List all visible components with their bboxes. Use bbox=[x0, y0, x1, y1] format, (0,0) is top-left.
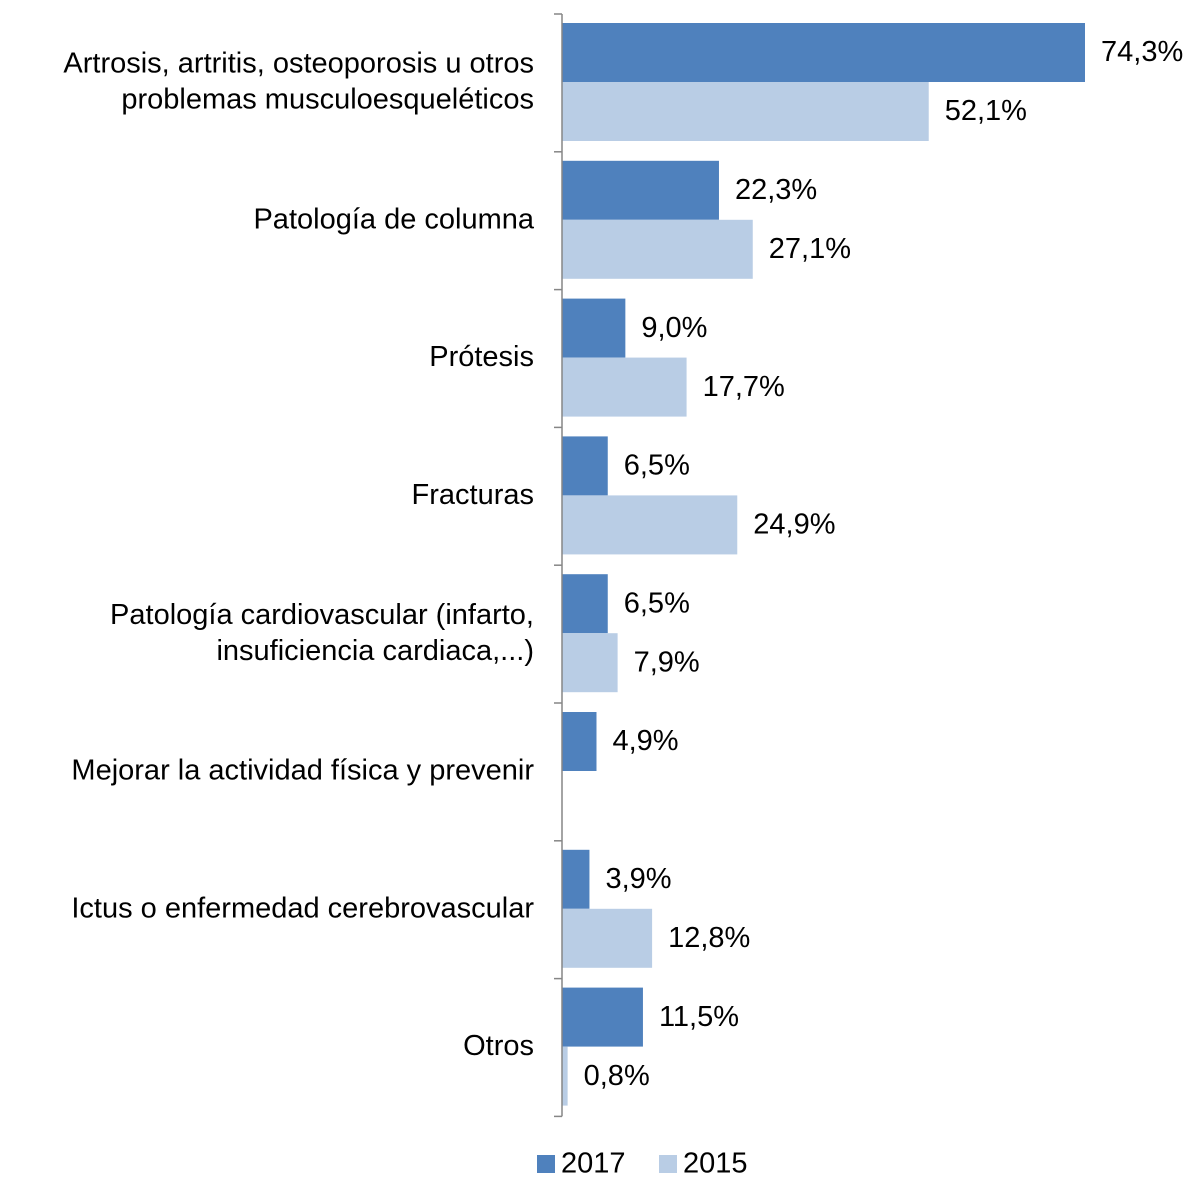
bar-2015-6 bbox=[562, 908, 653, 968]
value-label-2015-4: 7,9% bbox=[634, 646, 700, 678]
category-label-4-line-0: Patología cardiovascular (infarto, bbox=[110, 599, 534, 631]
bar-2017-4 bbox=[562, 574, 608, 634]
bar-2015-4 bbox=[562, 633, 618, 693]
bar-2015-3 bbox=[562, 495, 738, 555]
category-label-5-line-0: Mejorar la actividad física y prevenir bbox=[71, 755, 534, 787]
value-label-2015-7: 0,8% bbox=[584, 1060, 650, 1092]
category-axis bbox=[554, 13, 563, 1118]
legend-label-2017: 2017 bbox=[561, 1148, 626, 1180]
category-labels-layer: Artrosis, artritis, osteoporosis u otros… bbox=[63, 48, 534, 1063]
value-labels-layer: 74,3% 52,1% 22,3% 27,1% 9,0% 17,7% 6,5% 24,9% 6,… bbox=[584, 36, 1184, 1092]
bar-2017-7 bbox=[562, 987, 643, 1047]
bar-2017-0 bbox=[562, 23, 1085, 82]
legend-swatch-2015 bbox=[659, 1155, 677, 1173]
category-label-0-line-0: Artrosis, artritis, osteoporosis u otros bbox=[63, 48, 534, 80]
bar-2015-0 bbox=[562, 82, 929, 141]
bar-2017-6 bbox=[562, 849, 590, 909]
legend-label-2015: 2015 bbox=[683, 1148, 748, 1180]
category-label-7-line-0: Otros bbox=[463, 1030, 534, 1062]
bar-2017-2 bbox=[562, 298, 626, 358]
bar-2015-7 bbox=[562, 1046, 568, 1106]
value-label-2015-3: 24,9% bbox=[753, 509, 835, 541]
legend: 2017 2015 bbox=[537, 1148, 748, 1180]
category-label-0-line-1: problemas musculoesqueléticos bbox=[121, 84, 534, 116]
category-label-4-line-1: insuficiencia cardiaca,...) bbox=[216, 635, 534, 667]
value-label-2017-0: 74,3% bbox=[1101, 36, 1183, 68]
value-label-2017-6: 3,9% bbox=[605, 863, 671, 895]
value-label-2015-0: 52,1% bbox=[945, 95, 1027, 127]
value-label-2017-7: 11,5% bbox=[659, 1001, 739, 1033]
value-label-2017-1: 22,3% bbox=[735, 174, 817, 206]
value-label-2017-5: 4,9% bbox=[612, 725, 678, 757]
value-label-2017-4: 6,5% bbox=[624, 587, 690, 619]
value-label-2015-2: 17,7% bbox=[703, 371, 785, 403]
bar-2017-3 bbox=[562, 436, 608, 496]
value-label-2017-2: 9,0% bbox=[641, 312, 707, 344]
bar-2015-1 bbox=[562, 219, 753, 279]
category-label-6-line-0: Ictus o enfermedad cerebrovascular bbox=[71, 892, 534, 924]
category-label-3-line-0: Fracturas bbox=[412, 479, 534, 511]
value-label-2017-3: 6,5% bbox=[624, 450, 690, 482]
bar-2017-1 bbox=[562, 160, 719, 220]
value-label-2015-6: 12,8% bbox=[668, 922, 750, 954]
category-label-2-line-0: Prótesis bbox=[429, 341, 534, 373]
bar-2015-2 bbox=[562, 357, 687, 417]
legend-swatch-2017 bbox=[537, 1155, 555, 1173]
value-label-2015-1: 27,1% bbox=[769, 233, 851, 265]
bars-layer bbox=[562, 23, 1085, 1106]
bar-2017-5 bbox=[562, 712, 597, 771]
category-label-1-line-0: Patología de columna bbox=[253, 203, 534, 235]
